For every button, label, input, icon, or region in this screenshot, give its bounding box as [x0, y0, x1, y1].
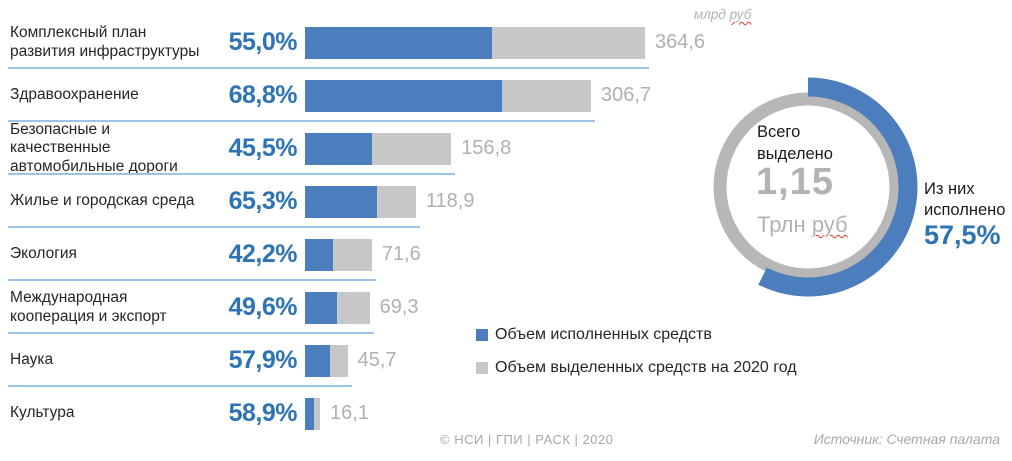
legend: Объем исполненных средств Объем выделенн… [476, 318, 797, 384]
donut-chart [713, 77, 918, 297]
chart-row: Наука 57,9% 45,7 [0, 334, 700, 387]
bar-executed [305, 238, 334, 271]
allocated-value-label: 364,6 [655, 31, 706, 53]
chart-row: Жилье и городская среда 65,3% 118,9 [0, 175, 700, 228]
executed-percent-label: 49,6% [228, 293, 298, 321]
allocated-value-label: 69,3 [379, 296, 419, 318]
row-separator [8, 279, 376, 281]
bar-allocated [305, 185, 416, 218]
executed-percent-label: 55,0% [228, 28, 298, 56]
category-label: Комплексный план развития инфраструктуры [10, 24, 200, 60]
chart-row: Комплексный план развития инфраструктуры… [0, 16, 705, 69]
allocated-value-label: 156,8 [461, 137, 512, 159]
legend-item-executed: Объем исполненных средств [476, 318, 797, 351]
category-label: Безопасные и качественные автомобильные … [10, 121, 178, 175]
bar-executed [305, 79, 502, 112]
category-label: Жилье и городская среда [10, 192, 195, 210]
executed-percent-label: 65,3% [228, 187, 298, 215]
row-separator [8, 332, 374, 334]
bar-allocated [305, 132, 452, 165]
bar-executed [305, 397, 314, 430]
legend-label-allocated: Объем выделенных средств на 2020 год [495, 358, 797, 376]
category-label: Наука [10, 351, 54, 369]
bar-executed [305, 185, 378, 218]
allocated-value-label: 71,6 [381, 243, 421, 265]
row-separator [8, 67, 649, 69]
donut-center-value: 1,15 [756, 161, 834, 203]
donut-ring [713, 92, 903, 282]
donut-center-unit: Трлн руб [757, 212, 848, 237]
legend-swatch-allocated-icon [476, 361, 488, 374]
bar-allocated [305, 291, 370, 324]
category-label: Международная кооперация и экспорт [10, 289, 167, 325]
executed-percent-label: 68,8% [228, 81, 298, 109]
legend-swatch-executed-icon [476, 328, 488, 341]
executed-percent-label: 45,5% [228, 134, 298, 162]
donut-arc [758, 77, 918, 297]
chart-row: Здравоохранение 68,8% 306,7 [0, 69, 700, 122]
chart-row: Безопасные и качественные автомобильные … [0, 121, 700, 175]
donut-callout-label: Из них исполнено [924, 180, 1006, 220]
allocated-value-label: 16,1 [330, 402, 369, 424]
bar-allocated [305, 344, 348, 377]
allocated-value-label: 45,7 [357, 349, 397, 371]
chart-row: Экология 42,2% 71,6 [0, 228, 700, 281]
footer-credits: © НСИ | ГПИ | РАСК | 2020 [440, 432, 614, 447]
footer-source: Источник: Счетная палата [813, 431, 1000, 447]
allocated-value-label: 118,9 [425, 190, 475, 212]
executed-percent-label: 58,9% [228, 399, 298, 427]
units-label: млрд руб [694, 7, 752, 22]
row-separator [8, 173, 456, 175]
bar-executed [305, 291, 338, 324]
executed-percent-label: 57,9% [228, 346, 298, 374]
bar-executed [305, 26, 492, 59]
chart-row: Культура 58,9% 16,1 [0, 387, 700, 440]
bar-executed [305, 132, 372, 165]
category-label: Экология [10, 245, 77, 263]
legend-label-executed: Объем исполненных средств [495, 325, 712, 343]
executed-percent-label: 42,2% [228, 240, 298, 268]
category-label: Здравоохранение [10, 86, 139, 104]
bar-executed [305, 344, 330, 377]
donut-callout-value: 57,5% [924, 220, 1001, 250]
row-separator [8, 226, 420, 228]
row-separator [8, 120, 595, 122]
bar-chart-rows: Комплексный план развития инфраструктуры… [0, 16, 705, 440]
bar-allocated [305, 238, 372, 271]
chart-row: Международная кооперация и экспорт 49,6% 6… [0, 281, 700, 334]
bar-allocated [305, 397, 320, 430]
row-separator [8, 385, 352, 387]
category-label: Культура [10, 404, 75, 422]
allocated-value-label: 306,7 [601, 84, 652, 106]
donut-center-title: Всего выделено [757, 123, 833, 164]
legend-item-allocated: Объем выделенных средств на 2020 год [476, 351, 797, 384]
bar-allocated [305, 26, 645, 59]
bar-allocated [305, 79, 591, 112]
